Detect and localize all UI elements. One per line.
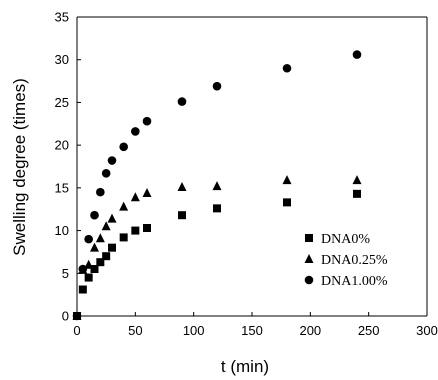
series-2	[72, 50, 362, 321]
data-point-circle	[96, 187, 105, 197]
data-point-triangle	[130, 192, 140, 202]
data-point-circle	[177, 97, 187, 106]
y-tick-label: 20	[55, 138, 69, 153]
data-point-circle	[142, 116, 152, 126]
x-tick-label: 200	[299, 323, 321, 338]
y-tick-label: 35	[55, 10, 69, 25]
data-point-circle	[352, 50, 362, 59]
data-point-triangle	[107, 213, 117, 223]
data-point-square	[213, 204, 221, 213]
axes	[76, 16, 428, 317]
legend-label: DNA0.25%	[321, 253, 388, 268]
data-point-square	[283, 198, 291, 207]
x-tick-label: 100	[183, 323, 205, 338]
x-tick-label: 150	[241, 323, 263, 338]
legend-label: DNA0%	[321, 232, 370, 247]
y-tick-label: 25	[55, 95, 69, 110]
y-tick-label: 15	[55, 180, 69, 195]
legend-marker-circle	[304, 275, 314, 285]
y-axis-title: Swelling degree (times)	[10, 78, 29, 256]
x-tick-label: 0	[73, 323, 80, 338]
data-point-circle	[119, 142, 128, 152]
data-point-square	[78, 285, 87, 294]
data-point-triangle	[84, 259, 94, 269]
data-point-square	[131, 226, 140, 235]
data-point-triangle	[177, 182, 187, 192]
data-points	[72, 50, 362, 321]
data-point-circle	[78, 264, 88, 274]
data-point-square	[108, 243, 116, 252]
data-point-circle	[212, 81, 222, 91]
data-point-circle	[84, 234, 93, 244]
data-point-triangle	[142, 187, 152, 197]
x-tick-label: 300	[416, 323, 438, 338]
data-point-triangle	[352, 175, 362, 185]
data-point-square	[353, 189, 361, 198]
data-point-circle	[72, 311, 82, 321]
data-point-circle	[90, 210, 99, 220]
series-0	[73, 189, 361, 320]
x-axis-title: t (min)	[221, 357, 269, 376]
y-tick-label: 30	[55, 52, 69, 67]
data-point-circle	[282, 63, 292, 73]
data-point-square	[143, 224, 151, 233]
data-point-square	[178, 211, 186, 220]
data-point-triangle	[95, 233, 105, 243]
data-point-circle	[131, 127, 140, 136]
y-tick-label: 0	[62, 309, 69, 324]
data-point-circle	[107, 156, 117, 165]
data-point-square	[90, 265, 99, 274]
data-point-square	[119, 233, 128, 242]
legend-marker-triangle	[304, 254, 314, 263]
data-point-triangle	[101, 221, 111, 231]
data-point-circle	[101, 169, 111, 178]
legend-marker-square	[305, 234, 313, 242]
legend-label: DNA1.00%	[321, 274, 388, 289]
legend: DNA0% DNA0.25% DNA1.00%	[304, 232, 388, 289]
y-tick-label: 5	[62, 266, 69, 281]
x-tick-label: 50	[128, 323, 142, 338]
data-point-square	[102, 252, 111, 261]
x-tick-label: 250	[358, 323, 380, 338]
data-point-triangle	[282, 175, 292, 185]
data-point-triangle	[212, 181, 222, 191]
data-point-square	[96, 258, 105, 267]
data-point-triangle	[90, 242, 99, 252]
y-tick-label: 10	[55, 223, 69, 238]
data-point-square	[84, 273, 93, 282]
data-point-triangle	[119, 201, 129, 211]
